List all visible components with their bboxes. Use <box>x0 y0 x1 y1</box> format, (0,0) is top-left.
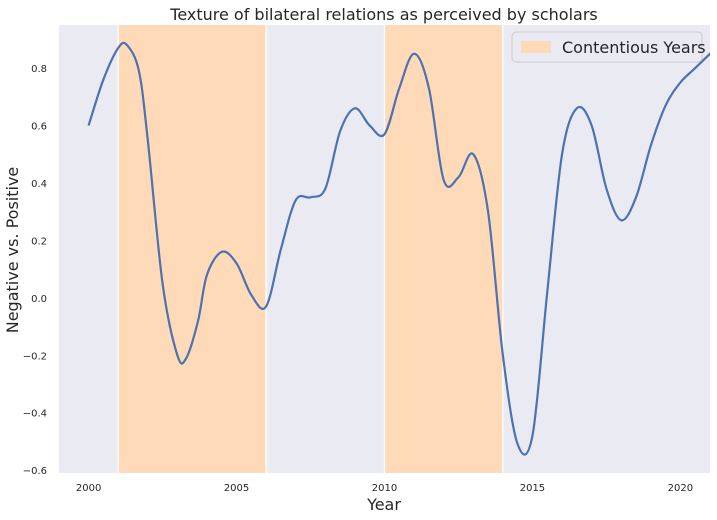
legend: Contentious Years <box>511 31 706 63</box>
x-tick-label: 2010 <box>372 483 397 494</box>
chart-title: Texture of bilateral relations as percei… <box>169 5 597 24</box>
x-tick-label: 2000 <box>76 483 101 494</box>
y-axis-label: Negative vs. Positive <box>3 167 22 334</box>
shaded-region-1 <box>118 25 267 473</box>
y-tick-label: −0.2 <box>23 351 47 362</box>
legend-box <box>511 31 703 63</box>
x-axis-label: Year <box>366 495 401 514</box>
x-tick-label: 2005 <box>224 483 249 494</box>
y-tick-label: 0.6 <box>31 122 47 133</box>
series-line-1 <box>87 41 710 456</box>
y-tick-label: 0.8 <box>31 64 47 75</box>
series-group <box>87 41 710 456</box>
y-tick-label: 0.2 <box>31 236 47 247</box>
y-tick-label: 0.0 <box>31 294 47 305</box>
y-tick-label: −0.6 <box>23 466 47 477</box>
y-tick-label: 0.4 <box>31 179 47 190</box>
legend-swatch <box>521 41 551 53</box>
legend-label: Contentious Years <box>562 38 706 57</box>
x-tick-label: 2020 <box>668 483 693 494</box>
shaded-region-2 <box>384 25 503 473</box>
x-tick-label: 2015 <box>520 483 545 494</box>
y-tick-label: −0.4 <box>23 409 47 420</box>
x-axis-ticks: 2000 2005 2010 2015 2020 <box>76 483 693 494</box>
y-axis-ticks: −0.6 −0.4 −0.2 0.0 0.2 0.4 0.6 0.8 <box>23 64 47 477</box>
